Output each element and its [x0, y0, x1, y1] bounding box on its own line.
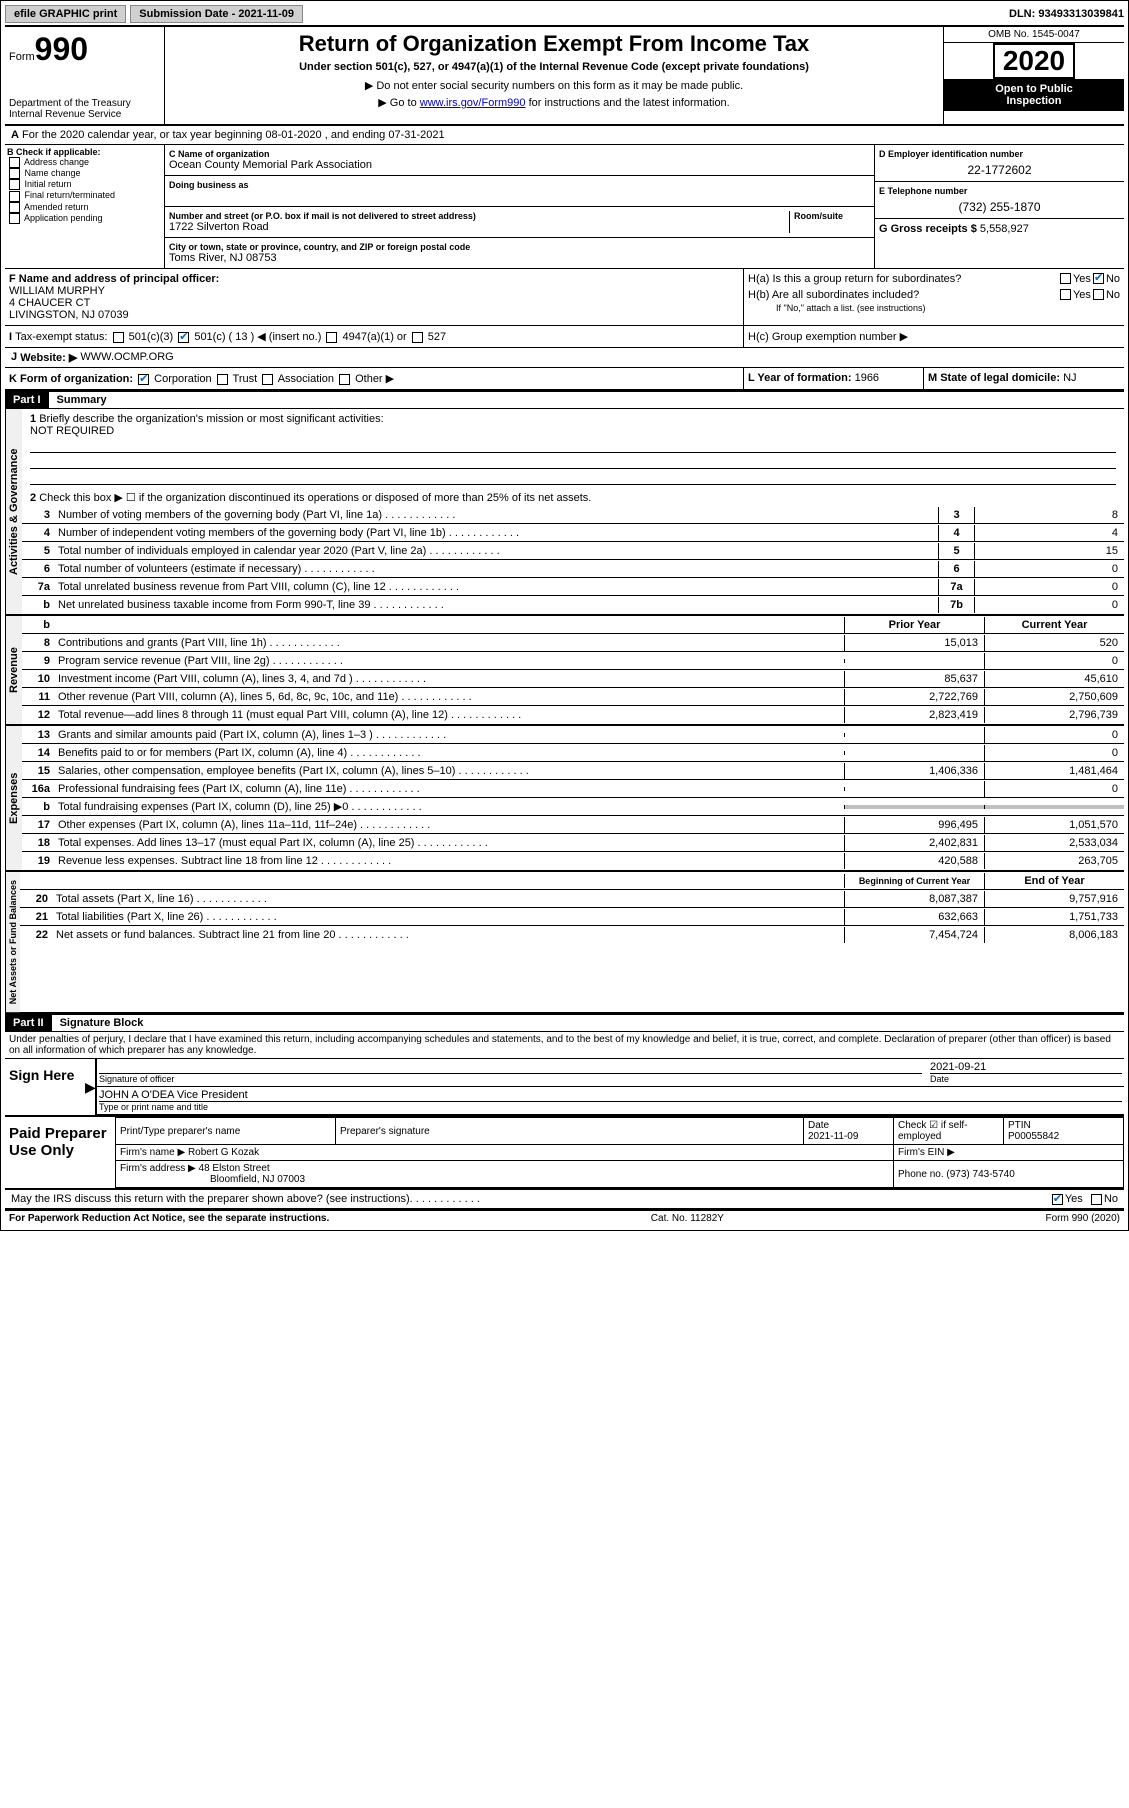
- summary-row-4: 4Number of independent voting members of…: [22, 524, 1124, 542]
- summary-row-19: 19Revenue less expenses. Subtract line 1…: [22, 852, 1124, 870]
- summary-row-9: 9Program service revenue (Part VIII, lin…: [22, 652, 1124, 670]
- state-domicile: NJ: [1063, 372, 1076, 384]
- mission-text: NOT REQUIRED: [30, 425, 1116, 437]
- arrow-icon: ▶: [85, 1079, 96, 1096]
- org-city: Toms River, NJ 08753: [169, 252, 870, 264]
- phone: (732) 255-1870: [879, 200, 1120, 214]
- dln: DLN: 93493313039841: [1009, 8, 1124, 20]
- line-k: K Form of organization: Corporation Trus…: [5, 368, 744, 389]
- submission-date: Submission Date - 2021-11-09: [130, 5, 303, 23]
- section-b: B Check if applicable: Address change Na…: [5, 145, 165, 268]
- summary-row-8: 8Contributions and grants (Part VIII, li…: [22, 634, 1124, 652]
- vert-net-assets: Net Assets or Fund Balances: [5, 872, 20, 1012]
- discuss-yes[interactable]: [1052, 1194, 1063, 1205]
- section-b-c-d: B Check if applicable: Address change Na…: [5, 145, 1124, 269]
- sig-date: 2021-09-21: [930, 1061, 1122, 1073]
- checkbox-application-pending[interactable]: [9, 213, 20, 224]
- org-form-3[interactable]: [339, 374, 350, 385]
- summary-row-10: 10Investment income (Part VIII, column (…: [22, 670, 1124, 688]
- ha-no[interactable]: [1093, 273, 1104, 284]
- footer: For Paperwork Reduction Act Notice, see …: [5, 1210, 1124, 1226]
- org-form-0[interactable]: [138, 374, 149, 385]
- firm-phone: (973) 743-5740: [946, 1169, 1014, 1180]
- line-i: I Tax-exempt status: 501(c)(3) 501(c) ( …: [5, 326, 744, 347]
- section-f: F Name and address of principal officer:…: [5, 269, 744, 325]
- ha-yes[interactable]: [1060, 273, 1071, 284]
- section-d-e-g: D Employer identification number22-17726…: [874, 145, 1124, 268]
- gross-receipts: 5,558,927: [980, 223, 1029, 235]
- discuss-row: May the IRS discuss this return with the…: [5, 1190, 1124, 1210]
- summary-row-b: bTotal fundraising expenses (Part IX, co…: [22, 798, 1124, 816]
- ptin: P00055842: [1008, 1131, 1059, 1142]
- part1-bar: Part I Summary: [5, 391, 1124, 409]
- summary-row-20: 20Total assets (Part X, line 16)8,087,38…: [20, 890, 1124, 908]
- form-number: 990: [35, 31, 88, 67]
- ein: 22-1772602: [879, 163, 1120, 177]
- section-c: C Name of organization Ocean County Memo…: [165, 145, 874, 268]
- summary-row-6: 6Total number of volunteers (estimate if…: [22, 560, 1124, 578]
- discuss-no[interactable]: [1091, 1194, 1102, 1205]
- firm-name: Robert G Kozak: [188, 1147, 259, 1158]
- tax-year: 2020: [993, 43, 1075, 79]
- dept-treasury: Department of the Treasury: [9, 98, 160, 109]
- part2-bar: Part II Signature Block: [5, 1014, 1124, 1032]
- omb-number: OMB No. 1545-0047: [944, 27, 1124, 43]
- tax-status-0[interactable]: [113, 332, 124, 343]
- summary-row-b: bNet unrelated business taxable income f…: [22, 596, 1124, 614]
- year-formation: 1966: [855, 372, 879, 384]
- tax-status-3[interactable]: [412, 332, 423, 343]
- form-note2: ▶ Go to www.irs.gov/Form990 for instruct…: [169, 96, 939, 109]
- summary-row-7a: 7aTotal unrelated business revenue from …: [22, 578, 1124, 596]
- efile-button[interactable]: efile GRAPHIC print: [5, 5, 126, 23]
- firm-address: 48 Elston Street: [199, 1163, 270, 1174]
- top-bar: efile GRAPHIC print Submission Date - 20…: [5, 5, 1124, 27]
- preparer-table: Print/Type preparer's name Preparer's si…: [115, 1117, 1124, 1188]
- checkbox-address-change[interactable]: [9, 157, 20, 168]
- paid-preparer-label: Paid Preparer Use Only: [5, 1117, 115, 1188]
- line-j: J Website: ▶ WWW.OCMP.ORG: [5, 348, 1124, 368]
- section-h: H(a) Is this a group return for subordin…: [744, 269, 1124, 325]
- summary-row-22: 22Net assets or fund balances. Subtract …: [20, 926, 1124, 944]
- summary-row-13: 13Grants and similar amounts paid (Part …: [22, 726, 1124, 744]
- vert-expenses: Expenses: [5, 726, 22, 870]
- summary-row-18: 18Total expenses. Add lines 13–17 (must …: [22, 834, 1124, 852]
- summary-row-21: 21Total liabilities (Part X, line 26)632…: [20, 908, 1124, 926]
- irs-link[interactable]: www.irs.gov/Form990: [420, 97, 526, 109]
- summary-row-3: 3Number of voting members of the governi…: [22, 506, 1124, 524]
- summary-row-11: 11Other revenue (Part VIII, column (A), …: [22, 688, 1124, 706]
- perjury-statement: Under penalties of perjury, I declare th…: [5, 1032, 1124, 1058]
- checkbox-initial-return[interactable]: [9, 179, 20, 190]
- org-address: 1722 Silverton Road: [169, 221, 785, 233]
- form-header: Form990 Department of the Treasury Inter…: [5, 27, 1124, 126]
- tax-status-1[interactable]: [178, 332, 189, 343]
- section-hc: H(c) Group exemption number ▶: [744, 326, 1124, 347]
- summary-row-14: 14Benefits paid to or for members (Part …: [22, 744, 1124, 762]
- sign-here-label: Sign Here: [5, 1059, 85, 1115]
- checkbox-name-change[interactable]: [9, 168, 20, 179]
- line-a: A For the 2020 calendar year, or tax yea…: [5, 126, 1124, 145]
- checkbox-amended-return[interactable]: [9, 202, 20, 213]
- checkbox-final-return-terminated[interactable]: [9, 191, 20, 202]
- vert-revenue: Revenue: [5, 616, 22, 724]
- org-form-2[interactable]: [262, 374, 273, 385]
- vert-governance: Activities & Governance: [5, 409, 22, 614]
- tax-status-2[interactable]: [326, 332, 337, 343]
- summary-row-15: 15Salaries, other compensation, employee…: [22, 762, 1124, 780]
- form-title: Return of Organization Exempt From Incom…: [169, 31, 939, 57]
- summary-row-5: 5Total number of individuals employed in…: [22, 542, 1124, 560]
- summary-row-12: 12Total revenue—add lines 8 through 11 (…: [22, 706, 1124, 724]
- form-note1: ▶ Do not enter social security numbers o…: [169, 79, 939, 92]
- summary-row-17: 17Other expenses (Part IX, column (A), l…: [22, 816, 1124, 834]
- org-name: Ocean County Memorial Park Association: [169, 159, 870, 171]
- form-subtitle: Under section 501(c), 527, or 4947(a)(1)…: [169, 61, 939, 73]
- public-inspection: Open to PublicInspection: [944, 79, 1124, 111]
- hb-yes[interactable]: [1060, 289, 1071, 300]
- summary-row-16a: 16aProfessional fundraising fees (Part I…: [22, 780, 1124, 798]
- org-form-1[interactable]: [217, 374, 228, 385]
- hb-no[interactable]: [1093, 289, 1104, 300]
- irs-label: Internal Revenue Service: [9, 109, 160, 120]
- officer-name-title: JOHN A O'DEA Vice President: [99, 1089, 1122, 1101]
- form-prefix: Form: [9, 51, 35, 63]
